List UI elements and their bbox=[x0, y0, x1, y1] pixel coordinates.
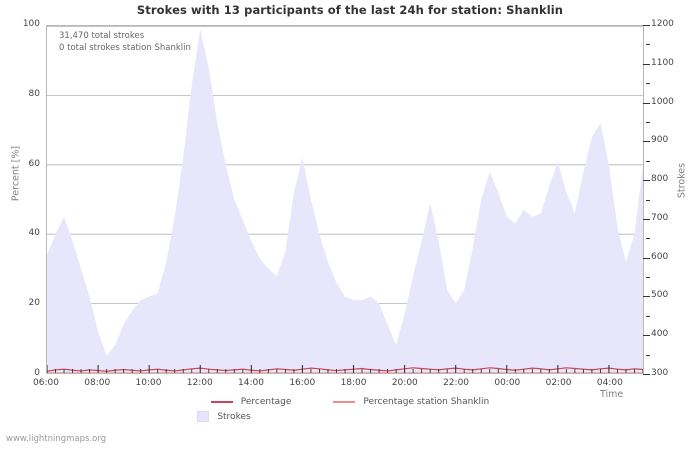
plot-area: 31,470 total strokes 0 total strokes sta… bbox=[46, 25, 644, 374]
y-axis-right-tick-label: 1100 bbox=[651, 57, 674, 68]
x-axis-tick-label: 14:00 bbox=[238, 378, 264, 388]
y-axis-left-label: Percent [%] bbox=[10, 145, 22, 202]
x-axis-tick-label: 22:00 bbox=[443, 378, 470, 388]
x-axis-tick-label: 12:00 bbox=[186, 378, 213, 388]
x-axis-tick-marks bbox=[47, 365, 643, 373]
x-axis-tick-label: 02:00 bbox=[545, 378, 572, 388]
y-axis-right-tick-label: 600 bbox=[651, 251, 669, 262]
legend-row-primary: Percentage Percentage station Shanklin bbox=[0, 394, 700, 409]
source-footer: www.lightningmaps.org bbox=[6, 434, 107, 444]
page-title: Strokes with 13 participants of the last… bbox=[136, 3, 564, 17]
x-axis-tick-label: 04:00 bbox=[596, 378, 623, 388]
legend-row-secondary: Strokes bbox=[0, 409, 700, 424]
x-axis-tick-label: 18:00 bbox=[340, 378, 367, 388]
legend-line-swatch bbox=[210, 400, 233, 403]
legend-item[interactable]: Percentage bbox=[210, 396, 292, 407]
x-axis-tick-label: 16:00 bbox=[289, 378, 316, 388]
y-axis-left-tick-label: 0 bbox=[34, 368, 40, 378]
x-axis-tick-label: 20:00 bbox=[391, 378, 418, 388]
legend-line-swatch bbox=[333, 400, 356, 403]
y-axis-left-tick-label: 60 bbox=[28, 158, 40, 169]
y-axis-right-tick-label: 400 bbox=[651, 329, 669, 340]
legend-item[interactable]: Percentage station Shanklin bbox=[333, 397, 489, 407]
y-axis-right-tick-marks bbox=[638, 25, 650, 375]
y-axis-left-tick-label: 100 bbox=[22, 19, 40, 29]
y-axis-right-tick-label: 1200 bbox=[651, 19, 674, 29]
strokes-area-series bbox=[47, 29, 643, 373]
legend-item-label: Percentage bbox=[240, 396, 292, 407]
y-axis-right-tick-label: 700 bbox=[651, 212, 669, 223]
plot-svg bbox=[47, 26, 643, 373]
legend: Percentage Percentage station Shanklin St… bbox=[0, 394, 700, 424]
x-axis-tick-label: 00:00 bbox=[494, 378, 521, 388]
annotation-total-strokes: 31,470 total strokes bbox=[59, 31, 145, 41]
legend-item[interactable]: Strokes bbox=[197, 411, 251, 422]
x-axis-label: Time bbox=[600, 389, 624, 400]
legend-item-label: Strokes bbox=[217, 411, 251, 422]
x-axis-tick-label: 06:00 bbox=[33, 378, 59, 388]
y-axis-left-tick-label: 40 bbox=[28, 228, 40, 239]
legend-area-swatch bbox=[197, 411, 210, 422]
legend-item-label: Percentage station Shanklin bbox=[363, 396, 490, 407]
y-axis-right-tick-label: 900 bbox=[651, 135, 669, 146]
annotation-station-strokes: 0 total strokes station Shanklin bbox=[59, 43, 191, 53]
x-axis-tick-label: 10:00 bbox=[135, 378, 162, 388]
y-axis-left-tick-label: 80 bbox=[28, 88, 40, 99]
y-axis-left-tick-label: 20 bbox=[28, 298, 40, 309]
y-axis-right-tick-label: 300 bbox=[651, 368, 669, 378]
y-axis-right-tick-label: 1000 bbox=[651, 96, 674, 107]
y-axis-right-tick-label: 500 bbox=[651, 290, 669, 301]
x-axis-tick-label: 08:00 bbox=[84, 378, 111, 388]
y-axis-right-tick-label: 800 bbox=[651, 174, 669, 185]
